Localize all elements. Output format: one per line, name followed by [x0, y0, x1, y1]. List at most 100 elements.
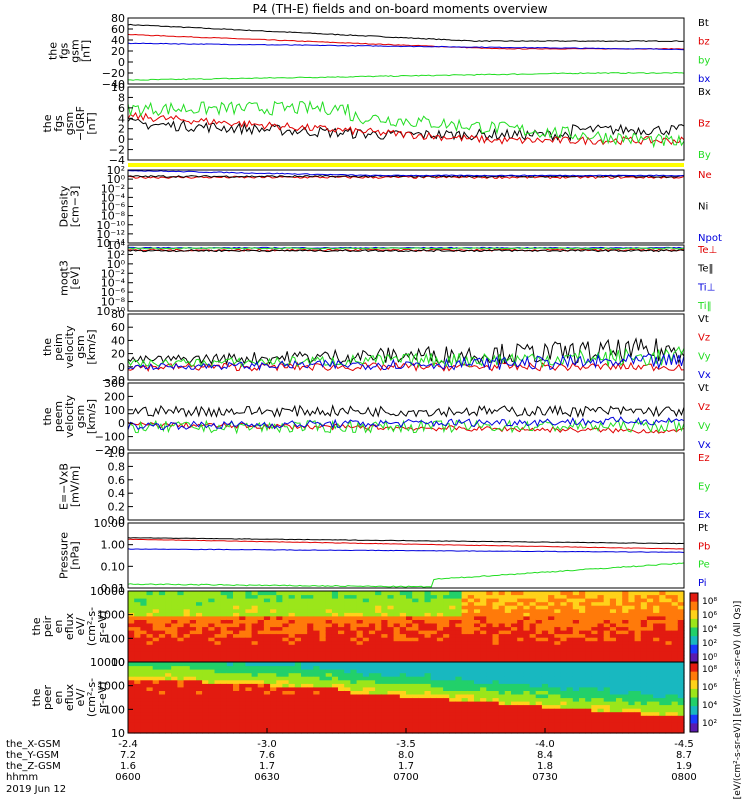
- spectrogram-cell: [128, 690, 135, 695]
- spectrogram-cell: [202, 694, 209, 699]
- spectrogram-cell: [276, 630, 284, 635]
- spectrogram-cell: [313, 619, 321, 624]
- spectrogram-cell: [245, 651, 253, 656]
- y-axis-label-line: gsm: [74, 335, 87, 358]
- spectrogram-cell: [406, 715, 413, 720]
- spectrogram-cell: [504, 725, 512, 730]
- spectrogram-cell: [461, 672, 469, 677]
- spectrogram-cell: [208, 662, 216, 667]
- spectrogram-cell: [202, 623, 209, 628]
- spectrogram-cell: [406, 594, 413, 599]
- spectrogram-cell: [529, 626, 537, 631]
- spectrogram-cell: [319, 619, 327, 624]
- spectrogram-cell: [183, 725, 191, 730]
- spectrogram-cell: [214, 725, 222, 730]
- spectrogram-cell: [294, 626, 302, 631]
- spectrogram-cell: [480, 615, 487, 620]
- legend-entry: Ni: [698, 202, 708, 213]
- spectrogram-cell: [492, 619, 500, 624]
- spectrogram-cell: [436, 704, 444, 709]
- spectrogram-cell: [393, 690, 401, 695]
- spectrogram-cell: [455, 601, 463, 606]
- spectrogram-cell: [535, 683, 543, 688]
- spectrogram-cell: [220, 619, 228, 624]
- spectrogram-cell: [387, 623, 395, 628]
- spectrogram-cell: [282, 605, 290, 610]
- spectrogram-cell: [202, 697, 209, 702]
- spectrogram-cell: [313, 662, 321, 667]
- spectrogram-cell: [362, 697, 370, 702]
- spectrogram-cell: [523, 725, 531, 730]
- spectrogram-cell: [344, 591, 351, 596]
- y-tick-label: 10⁴: [107, 239, 126, 252]
- spectrogram-cell: [313, 637, 321, 642]
- spectrogram-cell: [331, 615, 339, 620]
- spectrogram-cell: [591, 605, 599, 610]
- spectrogram-cell: [412, 598, 419, 603]
- spectrogram-cell: [220, 662, 228, 667]
- spectrogram-cell: [671, 654, 679, 659]
- spectrogram-cell: [257, 725, 265, 730]
- spectrogram-cell: [443, 729, 450, 734]
- spectrogram-cell: [566, 718, 574, 723]
- spectrogram-cell: [239, 623, 246, 628]
- spectrogram-cell: [430, 683, 438, 688]
- spectrogram-cell: [597, 662, 605, 667]
- spectrogram-cell: [288, 694, 296, 699]
- spectrogram-cell: [523, 608, 531, 613]
- spectrogram-cell: [276, 725, 284, 730]
- spectrogram-cell: [616, 640, 623, 645]
- spectrogram-cell: [436, 676, 444, 681]
- x-row-value: -3.0: [257, 739, 277, 750]
- spectrogram-cell: [399, 725, 407, 730]
- spectrogram-cell: [671, 694, 679, 699]
- spectrogram-cell: [356, 594, 364, 599]
- spectrogram-cell: [436, 654, 444, 659]
- spectrogram-cell: [449, 694, 456, 699]
- spectrogram-cell: [443, 619, 450, 624]
- spectrogram-cell: [523, 623, 531, 628]
- spectrogram-cell: [492, 626, 500, 631]
- spectrogram-cell: [214, 729, 222, 734]
- spectrogram-cell: [183, 686, 191, 691]
- spectrogram-cell: [362, 601, 370, 606]
- spectrogram-cell: [579, 704, 586, 709]
- spectrogram-cell: [208, 694, 216, 699]
- spectrogram-cell: [541, 591, 549, 596]
- spectrogram-cell: [436, 594, 444, 599]
- spectrogram-cell: [307, 608, 314, 613]
- spectrogram-cell: [455, 711, 463, 716]
- spectrogram-cell: [634, 725, 642, 730]
- spectrogram-cell: [474, 690, 481, 695]
- colorbar-segment: [690, 697, 698, 707]
- spectrogram-cell: [517, 598, 524, 603]
- spectrogram-cell: [245, 704, 253, 709]
- spectrogram-cell: [653, 647, 660, 652]
- spectrogram-cell: [399, 591, 407, 596]
- spectrogram-cell: [554, 594, 562, 599]
- spectrogram-cell: [603, 718, 611, 723]
- spectrogram-cell: [226, 658, 234, 663]
- spectrogram-cell: [177, 591, 185, 596]
- spectrogram-cell: [381, 644, 389, 649]
- spectrogram-cell: [158, 722, 166, 727]
- spectrogram-cell: [399, 654, 407, 659]
- spectrogram-cell: [424, 715, 432, 720]
- spectrogram-cell: [134, 619, 141, 624]
- spectrogram-cell: [665, 637, 673, 642]
- spectrogram-cell: [480, 647, 487, 652]
- spectrogram-cell: [560, 715, 568, 720]
- spectrogram-cell: [214, 718, 222, 723]
- spectrogram-cell: [597, 608, 605, 613]
- spectrogram-cell: [257, 605, 265, 610]
- spectrogram-cell: [350, 630, 358, 635]
- spectrogram-cell: [393, 619, 401, 624]
- spectrogram-cell: [393, 598, 401, 603]
- y-axis-label-line: [nT]: [85, 112, 98, 134]
- spectrogram-cell: [572, 654, 580, 659]
- spectrogram-cell: [517, 662, 524, 667]
- spectrogram-cell: [486, 633, 494, 638]
- spectrogram-cell: [294, 725, 302, 730]
- spectrogram-cell: [591, 669, 599, 674]
- spectrogram-cell: [554, 623, 562, 628]
